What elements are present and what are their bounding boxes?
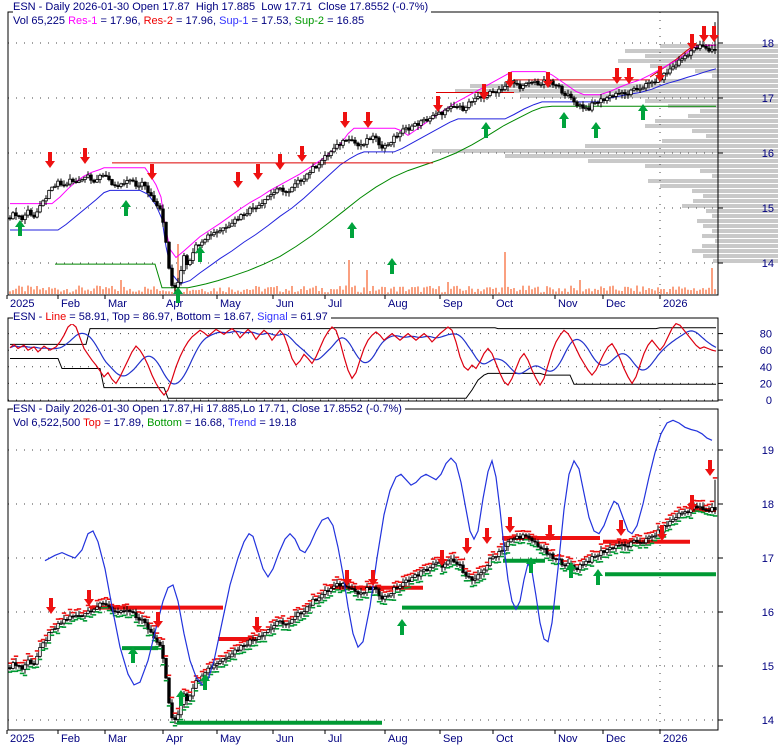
svg-text:2025: 2025: [10, 298, 34, 310]
svg-text:14: 14: [762, 715, 774, 727]
res1-label: Res-1: [68, 15, 98, 27]
sup1-value: = 17.53,: [248, 15, 295, 27]
trend-line-layer: [44, 419, 713, 686]
svg-text:Jun: Jun: [276, 298, 294, 310]
svg-text:Oct: Oct: [496, 733, 513, 745]
axis-layer: 80 60 40 20 0: [8, 329, 772, 407]
sup2-label: Sup-2: [294, 15, 325, 27]
panel-frame: [7, 408, 719, 731]
sup2-value: = 16.85: [324, 15, 365, 27]
volume-layer: [9, 244, 716, 294]
svg-text:14: 14: [762, 258, 774, 270]
trend-label: Trend: [227, 417, 257, 429]
res2-label: Res-2: [143, 15, 173, 27]
osc-line-label: Line: [45, 311, 67, 323]
svg-text:Aug: Aug: [388, 733, 408, 745]
svg-text:16: 16: [762, 607, 774, 619]
svg-text:Feb: Feb: [61, 733, 80, 745]
svg-text:19: 19: [762, 445, 774, 457]
axis-layer: 19 18 17 16 15 14 2025 Feb Mar Apr May Jun Jul Aug Sep…: [6, 409, 774, 745]
svg-text:Jun: Jun: [276, 733, 294, 745]
svg-text:Mar: Mar: [108, 298, 127, 310]
svg-text:Dec: Dec: [606, 733, 626, 745]
trend-panel-title: ESN - Daily 2026-01-30 Open 17.87,Hi 17.…: [13, 403, 405, 416]
candlestick-layer: [8, 22, 717, 292]
price-panel-title-text: ESN - Daily 2026-01-30 Open 17.87 High 1…: [13, 1, 429, 13]
trailing-levels-layer: [90, 507, 716, 725]
svg-text:Dec: Dec: [606, 298, 626, 310]
volume-by-price-layer: [432, 44, 778, 263]
svg-text:17: 17: [762, 93, 774, 105]
candle-dash-layer: [7, 477, 718, 727]
svg-text:Apr: Apr: [166, 733, 183, 745]
svg-text:Nov: Nov: [558, 733, 578, 745]
svg-text:15: 15: [762, 661, 774, 673]
candlestick-layer: [8, 479, 717, 724]
trend-panel-title-text: ESN - Daily 2026-01-30 Open 17.87,Hi 17.…: [13, 403, 402, 415]
svg-text:20: 20: [760, 378, 772, 390]
volume-value: Vol 65,225: [13, 15, 69, 27]
res2-value: = 17.96,: [172, 15, 220, 27]
panel-frame: [7, 317, 719, 402]
svg-text:2026: 2026: [663, 298, 687, 310]
svg-text:17: 17: [762, 553, 774, 565]
svg-text:16: 16: [762, 148, 774, 160]
res1-value: = 17.96,: [97, 15, 144, 27]
osc-signal-value: = 61.97: [287, 311, 328, 323]
svg-text:15: 15: [762, 203, 774, 215]
svg-text:Sep: Sep: [443, 298, 463, 310]
svg-text:Sep: Sep: [443, 733, 463, 745]
svg-text:Jul: Jul: [328, 298, 342, 310]
sup1-label: Sup-1: [219, 15, 249, 27]
svg-text:Oct: Oct: [496, 298, 513, 310]
bottom-value: = 16.68,: [181, 417, 228, 429]
svg-text:2025: 2025: [10, 733, 34, 745]
svg-text:May: May: [220, 733, 241, 745]
osc-signal-label: Signal: [257, 311, 288, 323]
svg-text:Jul: Jul: [328, 733, 342, 745]
top-value: = 17.89,: [100, 417, 148, 429]
oscillator-layer: [9, 322, 717, 399]
svg-text:18: 18: [762, 499, 774, 511]
svg-text:Apr: Apr: [166, 298, 183, 310]
price-panel-subtitle: Vol 65,225 Res-1 = 17.96, Res-2 = 17.96,…: [13, 15, 368, 28]
top-label: Top: [83, 417, 101, 429]
svg-text:80: 80: [760, 329, 772, 341]
svg-text:0: 0: [766, 395, 772, 407]
svg-text:Aug: Aug: [388, 298, 408, 310]
svg-text:May: May: [220, 298, 241, 310]
axis-layer: 18 17 16 15 14 2025 Feb Mar Apr May Jun Jul Aug Sep Oc…: [6, 12, 774, 310]
svg-text:60: 60: [760, 345, 772, 357]
oscillator-symbol: ESN -: [13, 311, 46, 323]
svg-text:2026: 2026: [663, 733, 687, 745]
oscillator-panel-title: ESN - Line = 58.91, Top = 86.97, Bottom …: [13, 311, 331, 324]
svg-text:18: 18: [762, 38, 774, 50]
signal-arrows-layer: [15, 26, 719, 303]
svg-text:Mar: Mar: [108, 733, 127, 745]
bottom-label: Bottom: [147, 417, 182, 429]
panel-frame: [7, 11, 719, 296]
osc-line-value: = 58.91, Top = 86.97, Bottom = 18.67,: [66, 311, 258, 323]
trend-panel-subtitle: Vol 6,522,500 Top = 17.89, Bottom = 16.6…: [13, 417, 300, 430]
signal-arrows-layer: [46, 460, 715, 706]
svg-text:Feb: Feb: [61, 298, 80, 310]
overlay-lines-layer: [10, 44, 717, 289]
price-panel-title: ESN - Daily 2026-01-30 Open 17.87 High 1…: [13, 1, 432, 14]
svg-text:40: 40: [760, 362, 772, 374]
trend-volume-value: Vol 6,522,500: [13, 417, 84, 429]
svg-text:Nov: Nov: [558, 298, 578, 310]
trend-value: = 19.18: [256, 417, 297, 429]
